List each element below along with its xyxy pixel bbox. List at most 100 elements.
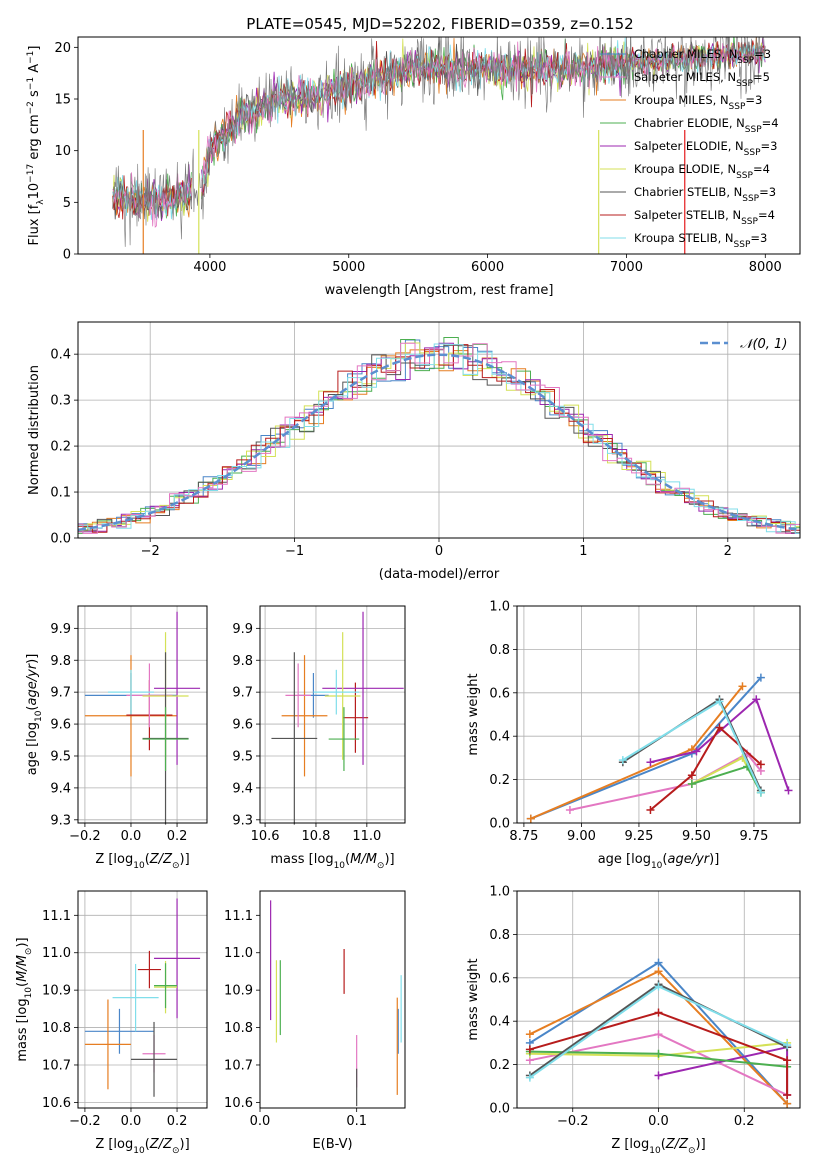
y-tick-label: 15 xyxy=(54,93,71,108)
x-tick-label: 0.0 xyxy=(121,1114,142,1129)
series-line xyxy=(691,756,762,794)
residual-histogram-panel: −2 −1 0 1 2 0.0 0.1 0.2 0.3 0.4 (data-model)/error… xyxy=(27,321,801,582)
y-tick-label: 0.0 xyxy=(489,817,510,832)
x-tick-label: 0.0 xyxy=(648,1114,669,1129)
x-tick-label: 0.0 xyxy=(250,1114,271,1129)
figure-title: PLATE=0545, MJD=52202, FIBERID=0359, z=0… xyxy=(246,15,633,33)
y-tick-label: 9.4 xyxy=(50,781,71,796)
x-tick-label: 9.00 xyxy=(567,829,596,844)
y-tick-label: 9.9 xyxy=(232,622,253,637)
y-axis-label: Normed distribution xyxy=(27,365,42,495)
y-tick-label: 10.7 xyxy=(42,1058,71,1073)
model-spectrum-line xyxy=(201,37,627,184)
y-tick-label: 10.6 xyxy=(224,1096,253,1111)
y-tick-label: 0.2 xyxy=(489,1058,510,1073)
axes-frame xyxy=(516,605,801,824)
gaussian-curve xyxy=(78,353,800,532)
y-tick-label: 11.0 xyxy=(42,946,71,961)
histogram-step xyxy=(78,342,800,534)
legend-entry: Chabrier ELODIE, NSSP=4 xyxy=(634,116,779,135)
histogram-step xyxy=(78,344,800,534)
y-tick-label: 0.4 xyxy=(489,730,510,745)
x-tick-label: −2 xyxy=(141,544,160,559)
y-tick-label: 11.1 xyxy=(224,909,253,924)
mass-vs-metallicity-panel: −0.2 0.0 0.2 10.6 10.7 10.8 10.9 11.0 11.1 Z [log… xyxy=(15,890,208,1156)
x-axis-label: Z [log10(Z/Z⊙)] xyxy=(95,852,189,871)
y-tick-label: 0.2 xyxy=(50,440,71,455)
x-tick-label: −0.2 xyxy=(557,1114,589,1129)
y-tick-label: 10.9 xyxy=(42,984,71,999)
observed-spectrum-line xyxy=(112,37,766,247)
mass-weight-vs-age-panel: 8.75 9.00 9.25 9.50 9.75 0.0 0.2 0.4 0.6 0.8 1.0 ag… xyxy=(466,600,801,871)
x-tick-label: 9.25 xyxy=(624,829,653,844)
x-tick-label: 0.1 xyxy=(346,1114,367,1129)
legend-entry: Salpeter STELIB, NSSP=4 xyxy=(634,208,775,227)
x-axis-label: Z [log10(Z/Z⊙)] xyxy=(611,1137,705,1156)
legend-entry: Kroupa STELIB, NSSP=3 xyxy=(634,231,767,250)
y-tick-label: 0.6 xyxy=(489,971,510,986)
y-tick-label: 0.6 xyxy=(489,686,510,701)
x-tick-label: 0.2 xyxy=(167,1114,188,1129)
x-tick-label: 0 xyxy=(435,544,443,559)
x-axis-label: mass [log10(M/M⊙)] xyxy=(270,852,394,871)
y-tick-label: 9.8 xyxy=(232,654,253,669)
histogram-step xyxy=(78,339,800,534)
y-tick-label: 1.0 xyxy=(489,885,510,900)
y-axis-label: mass weight xyxy=(466,958,481,1040)
y-tick-label: 0.2 xyxy=(489,773,510,788)
histogram-step xyxy=(78,344,800,534)
y-tick-label: 11.1 xyxy=(42,909,71,924)
x-axis-label: Z [log10(Z/Z⊙)] xyxy=(95,1137,189,1156)
x-axis-label: wavelength [Angstrom, rest frame] xyxy=(325,283,554,298)
y-tick-label: 10.8 xyxy=(224,1021,253,1036)
y-tick-label: 0 xyxy=(63,248,71,263)
axes-frame xyxy=(259,605,406,824)
x-tick-label: 4000 xyxy=(193,260,226,275)
x-tick-label: 5000 xyxy=(332,260,365,275)
histograms xyxy=(78,337,800,534)
y-tick-label: 9.6 xyxy=(50,718,71,733)
y-tick-label: 9.5 xyxy=(50,749,71,764)
x-tick-label: −0.2 xyxy=(69,829,101,844)
histogram-step xyxy=(78,342,800,534)
y-tick-label: 10 xyxy=(54,144,71,159)
y-tick-label: 9.3 xyxy=(232,813,253,828)
y-tick-label: 0.0 xyxy=(50,532,71,547)
x-tick-label: 8.75 xyxy=(509,829,538,844)
x-tick-label: −1 xyxy=(285,544,304,559)
legend-entry: Kroupa ELODIE, NSSP=4 xyxy=(634,162,770,181)
age-vs-mass-panel: 10.6 10.8 11.0 9.3 9.4 9.5 9.6 9.7 9.8 9.9 mass [l… xyxy=(232,605,406,871)
y-axis-label: mass [log10(M/M⊙)] xyxy=(15,937,34,1061)
y-tick-label: 9.5 xyxy=(232,749,253,764)
axes-frame xyxy=(77,36,801,255)
x-tick-label: 7000 xyxy=(610,260,643,275)
y-tick-label: 9.3 xyxy=(50,813,71,828)
y-axis-label: Flux [fλ10−17 erg cm−2 s−1 A−1] xyxy=(26,46,46,246)
series-line xyxy=(650,697,790,791)
y-axis-label: age [log10(age/yr)] xyxy=(25,654,44,776)
legend-entry: Kroupa MILES, NSSP=3 xyxy=(634,93,762,112)
y-tick-label: 9.6 xyxy=(232,718,253,733)
x-tick-label: 6000 xyxy=(471,260,504,275)
y-tick-label: 0.4 xyxy=(50,348,71,363)
y-tick-label: 9.7 xyxy=(50,686,71,701)
x-tick-label: 10.8 xyxy=(301,829,330,844)
legend-entry: Chabrier MILES, NSSP=3 xyxy=(634,47,771,66)
x-tick-label: −0.2 xyxy=(69,1114,101,1129)
histogram-step xyxy=(78,343,800,534)
x-axis-label: age [log10(age/yr)] xyxy=(598,852,720,871)
x-tick-label: 2 xyxy=(724,544,732,559)
model-spectrum-line xyxy=(201,37,627,210)
x-tick-label: 0.2 xyxy=(734,1114,755,1129)
y-tick-label: 0.0 xyxy=(489,1102,510,1117)
y-tick-label: 9.8 xyxy=(50,654,71,669)
y-tick-label: 0.4 xyxy=(489,1015,510,1030)
x-tick-label: 9.75 xyxy=(740,829,769,844)
x-tick-label: 1 xyxy=(579,544,587,559)
mass-vs-extinction-panel: 0.0 0.1 10.6 10.7 10.8 10.9 11.0 11.1 E(B-V) xyxy=(224,890,406,1152)
x-tick-label: 11.0 xyxy=(352,829,381,844)
y-tick-label: 11.0 xyxy=(224,946,253,961)
y-tick-label: 0.1 xyxy=(50,486,71,501)
x-tick-label: 9.50 xyxy=(682,829,711,844)
y-tick-label: 10.6 xyxy=(42,1096,71,1111)
